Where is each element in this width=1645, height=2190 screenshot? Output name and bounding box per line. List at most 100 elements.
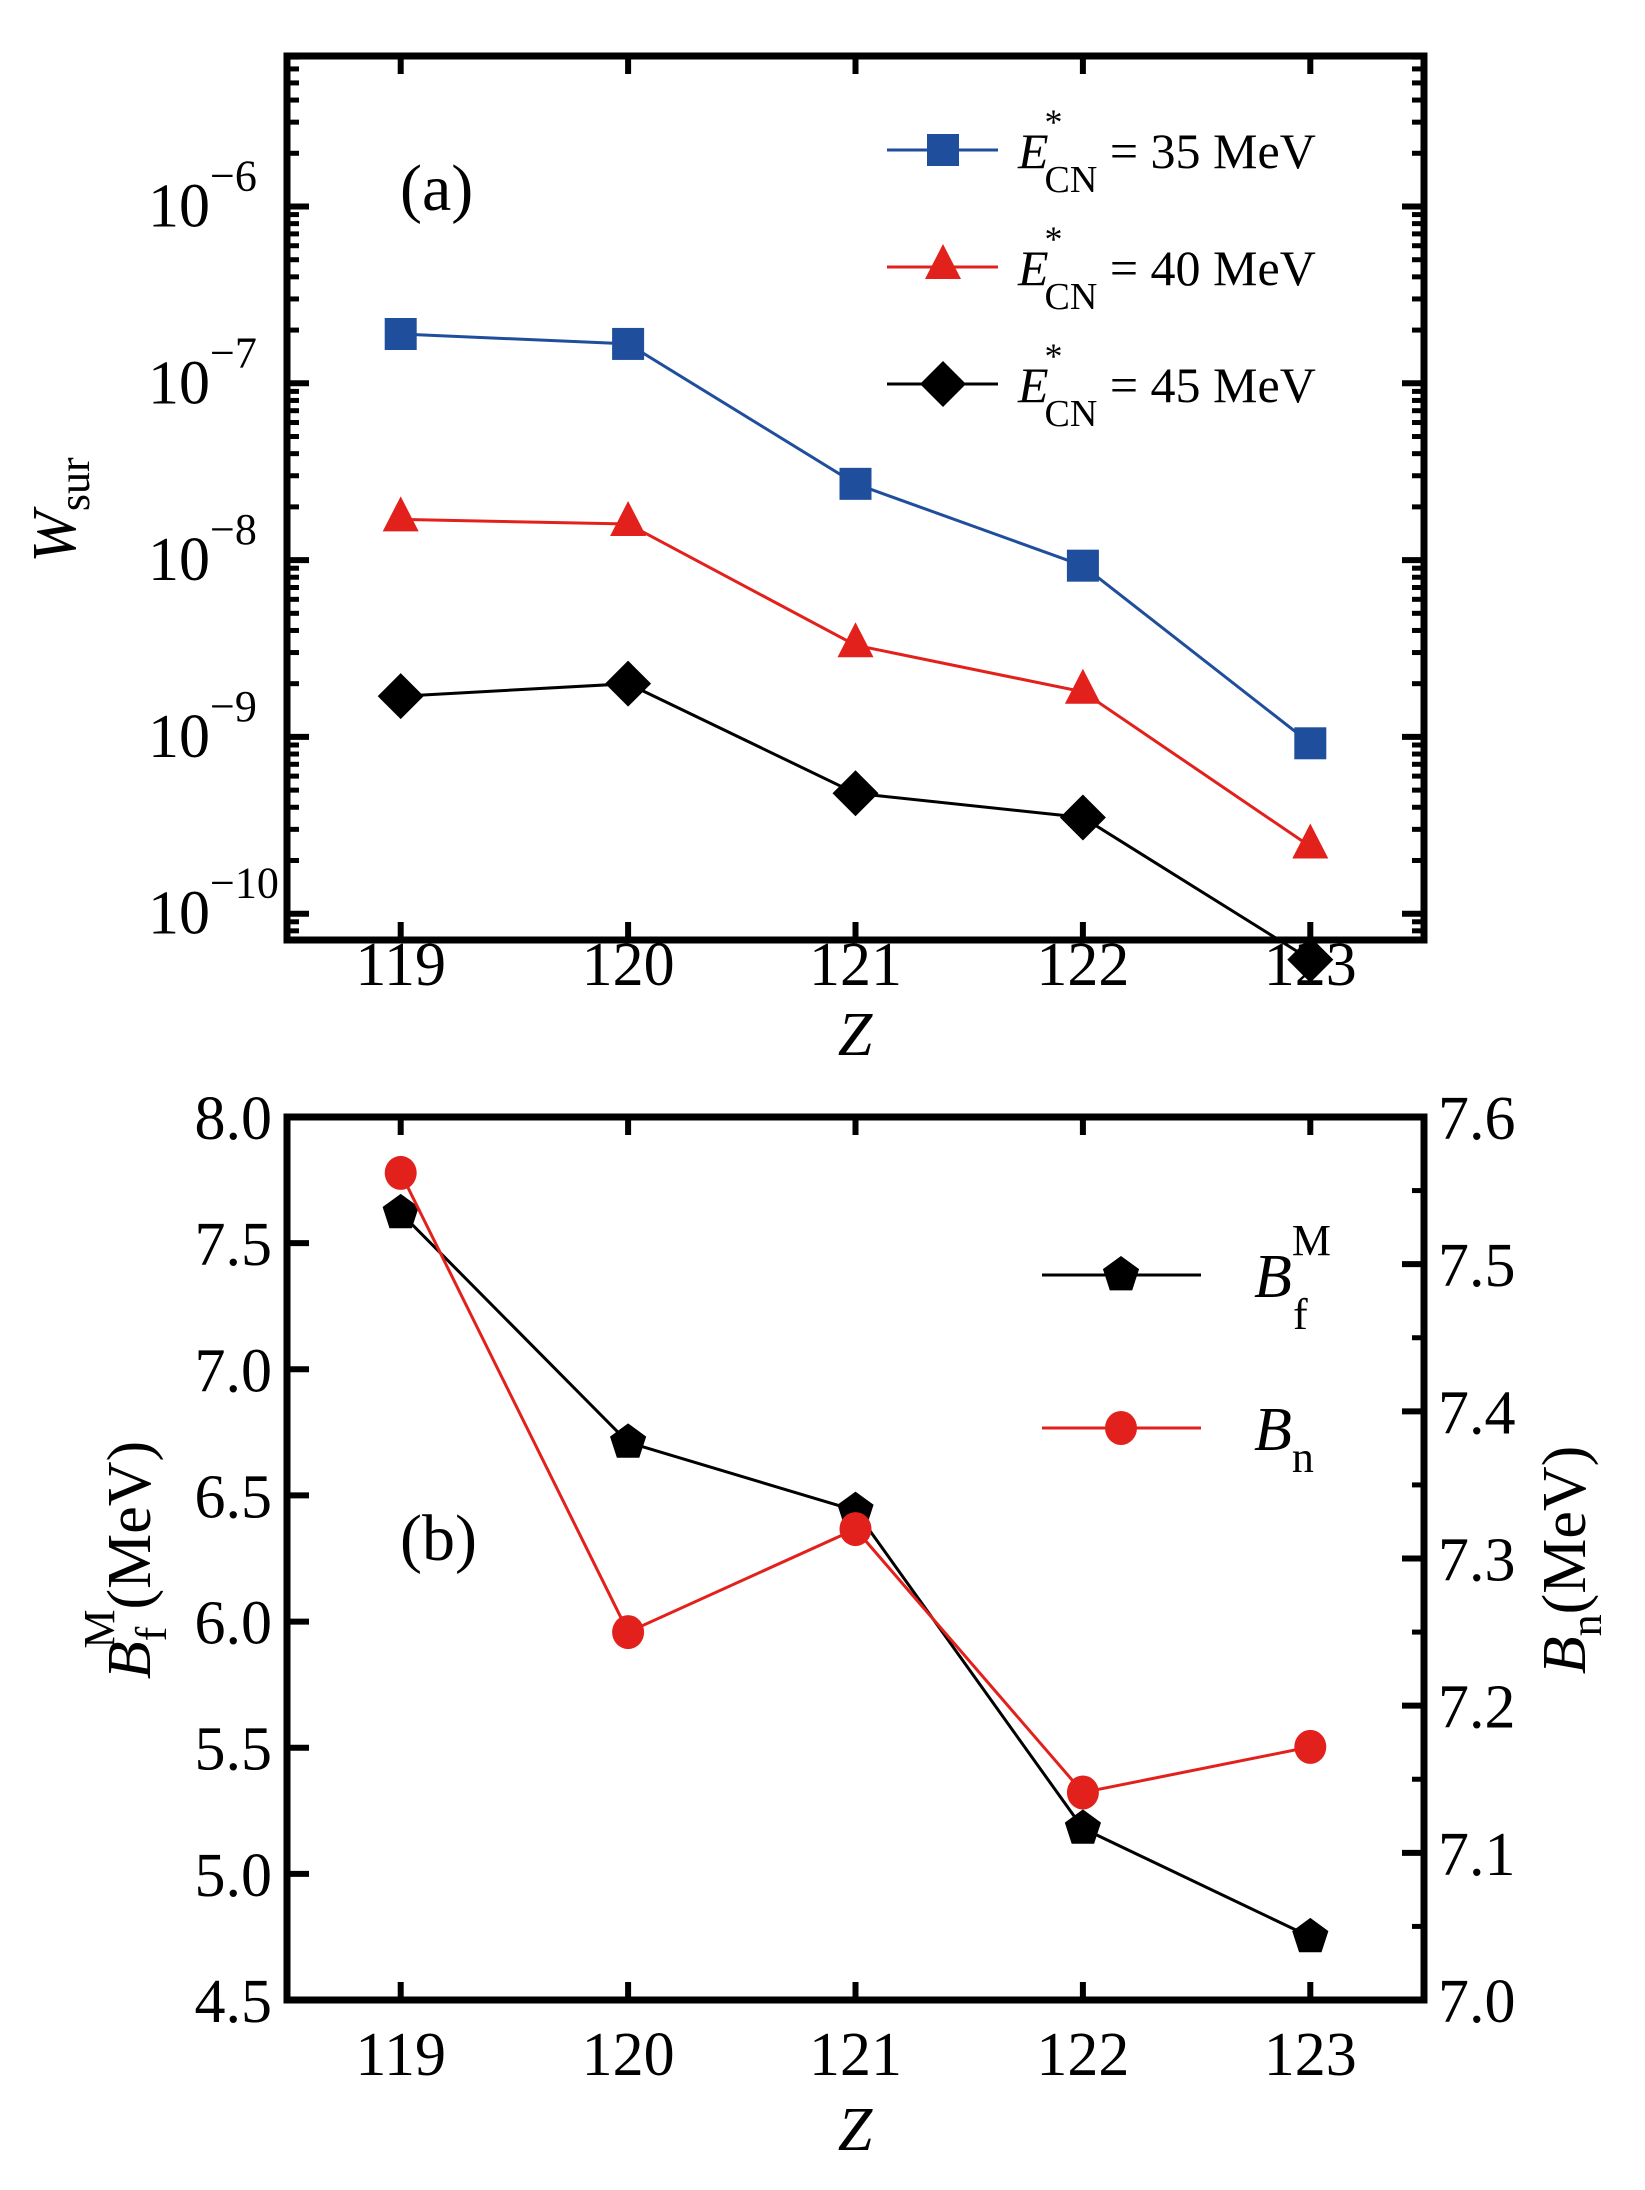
data-point	[382, 1193, 419, 1229]
data-point	[377, 673, 424, 720]
svg-text:BfM(MeV): BfM(MeV)	[75, 1441, 176, 1679]
legend-label: E* CN = 45 MeV	[1017, 336, 1316, 435]
legend-marker	[920, 361, 966, 407]
legend-label: E* CN = 40 MeV	[1017, 219, 1316, 318]
series-line	[399, 1211, 1311, 1939]
legend-item: BM f	[1042, 1216, 1331, 1339]
series-square	[384, 318, 1327, 760]
x-tick-label: 119	[355, 931, 446, 999]
panel-b-legend: BM f Bn	[1042, 1216, 1331, 1482]
left-tick-label: 4.5	[195, 1968, 273, 2036]
left-title-sub: f	[127, 1626, 176, 1641]
panel-b-series	[382, 1155, 1329, 1953]
data-point	[610, 1423, 647, 1458]
panel-b-x-tick-labels: 119 120 121 122 123	[355, 2021, 1356, 2089]
legend-marker	[1105, 1411, 1137, 1445]
svg-text:Wsur: Wsur	[21, 457, 99, 563]
data-point	[1064, 1809, 1101, 1844]
panel-b: (b) 119 120 121 122 123 Z 4.5 5.0 5.5 6.0 6.5 7.0…	[75, 1085, 1611, 2164]
legend-label: BM f	[1254, 1216, 1331, 1339]
y-title-sub: sur	[50, 457, 99, 511]
panel-a-legend: E* CN = 35 MeV E* CN = 40 MeV E* CN = 45 MeV	[887, 102, 1316, 435]
left-title-main: B	[96, 1641, 164, 1679]
left-tick-label: 7.5	[195, 1211, 273, 1279]
panel-b-left-tick-labels: 4.5 5.0 5.5 6.0 6.5 7.0 7.5 8.0	[195, 1085, 273, 2036]
left-title-unit: (MeV)	[96, 1441, 164, 1610]
panel-a-frame	[283, 52, 1428, 944]
data-point	[839, 467, 872, 500]
left-tick-label: 5.5	[195, 1716, 273, 1784]
right-tick-label: 7.3	[1438, 1527, 1516, 1595]
panel-b-left-axis-title: BfM(MeV)	[75, 1441, 176, 1679]
panel-b-label: (b)	[400, 1502, 477, 1575]
series-pentagon	[382, 1193, 1329, 1953]
panel-a-y-tick-labels: 10−6 10−7 10−8 10−9 10−10	[148, 152, 279, 948]
data-point	[1292, 1917, 1329, 1953]
right-tick-label: 7.6	[1438, 1085, 1516, 1153]
panel-a-label: (a)	[400, 152, 473, 225]
y-tick-label: 10−6	[148, 152, 257, 241]
data-point	[605, 660, 652, 707]
left-title-sup: M	[75, 1610, 124, 1649]
x-tick-label: 121	[809, 2021, 902, 2089]
left-tick-label: 6.0	[195, 1590, 273, 1658]
data-point	[612, 327, 645, 360]
right-tick-label: 7.4	[1438, 1379, 1516, 1447]
left-tick-label: 8.0	[195, 1085, 273, 1153]
x-tick-label: 123	[1264, 931, 1357, 999]
data-point	[839, 1512, 872, 1547]
data-point	[384, 318, 417, 351]
panel-a: (a) 119 120 121 122 123 Z 10−610−710−810−910…	[21, 52, 1428, 1069]
panel-a-x-axis-title: Z	[838, 1001, 873, 1069]
legend-item: Bn	[1042, 1396, 1314, 1482]
data-point	[384, 1155, 417, 1190]
series-circle	[384, 1155, 1327, 1810]
y-tick-label: 10−10	[148, 859, 279, 948]
data-point	[382, 496, 419, 532]
panel-b-right-tick-labels: 7.0 7.1 7.2 7.3 7.4 7.5 7.6	[1438, 1085, 1516, 2036]
legend-marker	[925, 244, 961, 279]
x-tick-label: 120	[582, 2021, 675, 2089]
y-title-main: W	[21, 506, 89, 563]
legend-marker	[927, 134, 959, 166]
data-point	[832, 770, 879, 817]
y-tick-label: 10−9	[148, 682, 257, 771]
left-tick-label: 5.0	[195, 1842, 273, 1910]
panel-a-y-axis-title: Wsur	[21, 457, 99, 563]
legend-item: E* CN = 40 MeV	[887, 219, 1316, 318]
data-point	[1292, 823, 1329, 859]
data-point	[1059, 794, 1106, 841]
right-tick-label: 7.5	[1438, 1232, 1516, 1300]
data-point	[1294, 1729, 1327, 1764]
right-tick-label: 7.0	[1438, 1968, 1516, 2036]
right-tick-label: 7.2	[1438, 1674, 1516, 1742]
panel-b-right-axis-title: Bn(MeV)	[1531, 1446, 1611, 1675]
right-title-sub: n	[1562, 1614, 1611, 1636]
data-point	[1066, 549, 1099, 582]
legend-item: E* CN = 45 MeV	[887, 336, 1316, 435]
data-point	[610, 501, 647, 537]
panel-a-series	[377, 318, 1334, 983]
x-tick-label: 122	[1036, 931, 1129, 999]
data-point	[612, 1615, 645, 1650]
data-point	[1287, 936, 1334, 983]
series-line	[399, 1172, 1311, 1795]
panel-a-x-tick-labels: 119 120 121 122 123	[355, 931, 1356, 999]
legend-item: E* CN = 35 MeV	[887, 102, 1316, 201]
legend-marker	[1102, 1256, 1140, 1291]
panel-b-x-axis-title: Z	[838, 2096, 873, 2164]
y-tick-label: 10−7	[148, 328, 257, 417]
legend-label: E* CN = 35 MeV	[1017, 102, 1316, 201]
panel-b-frame	[283, 1113, 1428, 2004]
legend-label: Bn	[1254, 1396, 1314, 1482]
left-tick-label: 6.5	[195, 1463, 273, 1531]
right-title-main: B	[1531, 1636, 1599, 1674]
x-tick-label: 121	[809, 931, 902, 999]
x-tick-label: 122	[1036, 2021, 1129, 2089]
x-tick-label: 119	[355, 2021, 446, 2089]
data-point	[1066, 1775, 1099, 1810]
series-triangle	[382, 496, 1329, 859]
series-diamond	[377, 660, 1334, 983]
data-point	[1064, 668, 1101, 704]
